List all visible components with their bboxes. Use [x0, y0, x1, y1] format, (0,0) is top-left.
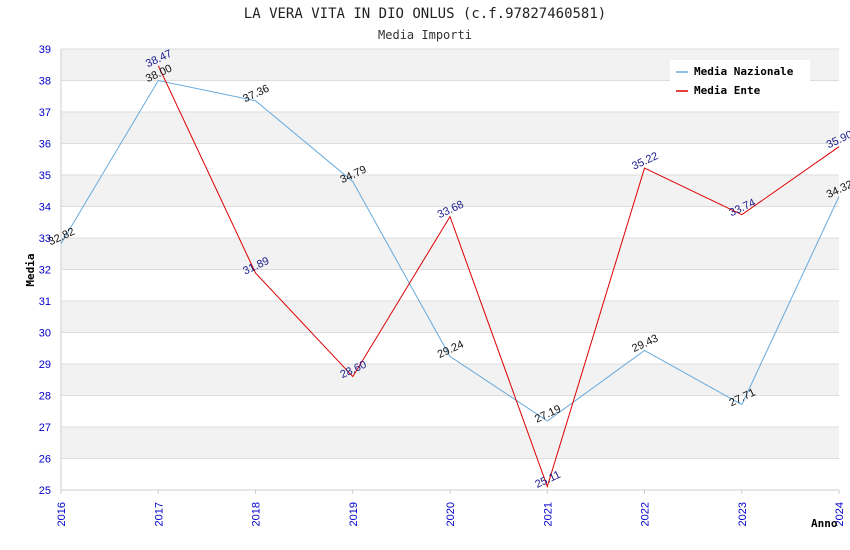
y-tick-label: 36	[39, 139, 51, 151]
x-tick-label: 2022	[640, 502, 652, 526]
x-axis-title: Anno	[811, 517, 838, 530]
grid-band	[61, 427, 839, 459]
x-tick-label: 2019	[348, 502, 360, 526]
grid-band	[61, 175, 839, 207]
data-label-nazionale: 29.24	[436, 338, 466, 361]
y-tick-label: 29	[39, 359, 51, 371]
y-tick-label: 37	[39, 107, 51, 119]
y-tick-labels: 25 26 27 28 29 30 31 32 33 34 35 36 37 38 39	[39, 44, 51, 497]
y-axis-title: Media	[24, 253, 37, 286]
y-tick-label: 34	[39, 202, 51, 214]
y-tick-label: 30	[39, 328, 51, 340]
data-label-nazionale: 27.19	[533, 403, 563, 426]
y-tick-label: 39	[39, 44, 51, 56]
x-tick-label: 2023	[737, 502, 749, 526]
x-tick-label: 2021	[542, 502, 554, 526]
axes	[60, 49, 840, 494]
grid-band	[61, 112, 839, 144]
y-tick-label: 27	[39, 422, 51, 434]
y-tick-label: 31	[39, 296, 51, 308]
grid-band	[61, 364, 839, 396]
y-tick-label: 25	[39, 485, 51, 497]
x-tick-label: 2017	[153, 502, 165, 526]
x-tick-labels: 2016 2017 2018 2019 2020 2021 2022 2023 2024	[56, 502, 846, 526]
legend-label-nazionale: Media Nazionale	[694, 65, 794, 78]
chart-subtitle: Media Importi	[378, 28, 472, 42]
y-tick-label: 38	[39, 76, 51, 88]
data-label-ente: 25.11	[533, 469, 562, 491]
data-label-nazionale: 29.43	[630, 332, 660, 355]
y-tick-label: 35	[39, 170, 51, 182]
x-tick-label: 2024	[834, 502, 846, 526]
y-tick-label: 28	[39, 391, 51, 403]
legend-box	[670, 60, 810, 102]
y-tick-label: 26	[39, 454, 51, 466]
y-tick-label: 33	[39, 233, 51, 245]
grid-band	[61, 301, 839, 333]
grid-band	[61, 238, 839, 270]
series-line-nazionale	[60, 79, 840, 422]
series-lines	[60, 65, 840, 489]
data-label-ente: 35.22	[630, 150, 660, 173]
legend: Media Nazionale Media Ente	[670, 60, 810, 102]
x-tick-label: 2018	[251, 502, 263, 526]
x-tick-label: 2020	[445, 502, 457, 526]
series-line-ente	[157, 65, 840, 489]
legend-label-ente: Media Ente	[694, 84, 761, 97]
chart-title: LA VERA VITA IN DIO ONLUS (c.f.978274605…	[244, 6, 606, 22]
grid-bands	[61, 48, 839, 491]
x-tick-label: 2016	[56, 502, 68, 526]
y-tick-label: 32	[39, 265, 51, 277]
